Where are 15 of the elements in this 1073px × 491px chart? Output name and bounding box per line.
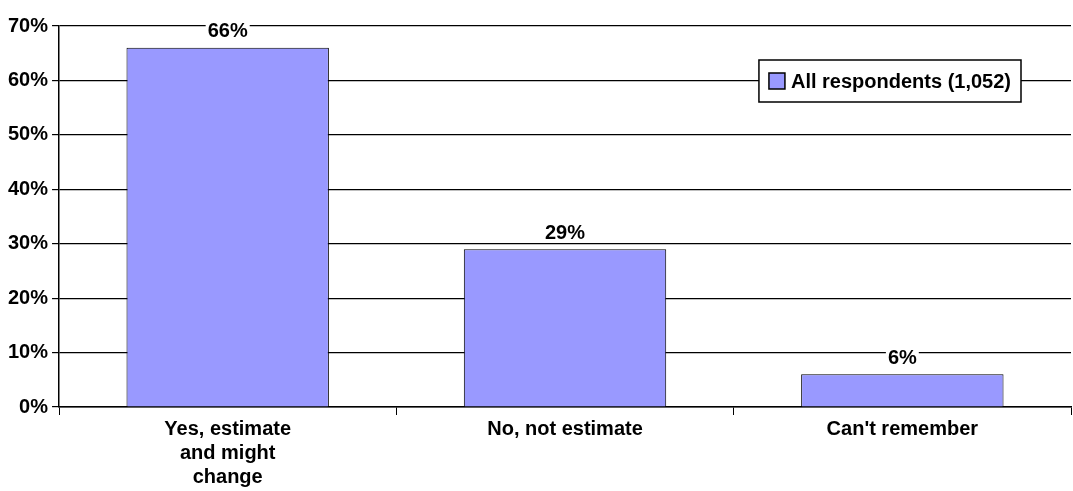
y-tick-label: 10% [8,340,49,363]
y-tick-label: 70% [8,13,49,36]
y-tick-label: 40% [8,176,49,199]
y-tick-label: 50% [8,122,49,145]
x-tick-label: Can't remember [826,416,979,439]
data-label: 6% [887,345,918,368]
y-tick-label: 60% [8,67,49,90]
y-tick-label: 0% [19,394,49,417]
legend-label: All respondents (1,052) [790,69,1011,92]
y-tick-label: 20% [8,285,49,308]
y-tick-label: 30% [8,231,49,254]
data-label: 66% [207,19,248,42]
x-tick-label: No, not estimate [487,416,643,439]
data-label: 29% [545,220,586,243]
x-tick-label: Yes, estimate and might change [164,416,292,487]
